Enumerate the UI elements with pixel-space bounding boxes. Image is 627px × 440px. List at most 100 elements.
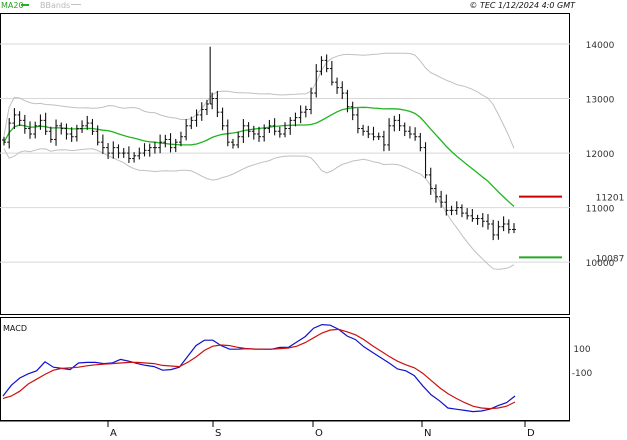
- ma20-line: [3, 106, 515, 207]
- ohlc-bar: [116, 144, 121, 159]
- ohlc-bar: [454, 201, 459, 215]
- copyright-stamp: © TEC 1/12/2024 4:0 GMT: [469, 1, 576, 10]
- ohlc-bar: [38, 114, 43, 130]
- bband-upper: [3, 52, 515, 149]
- ohlc-bar: [121, 148, 126, 158]
- price-panel-frame: [0, 13, 570, 315]
- bband-lower: [3, 148, 515, 270]
- ohlc-bar: [95, 125, 100, 146]
- ohlc-bar: [485, 214, 490, 230]
- ohlc-bar: [407, 126, 412, 139]
- ohlc-bar: [387, 118, 392, 151]
- ohlc-bar: [324, 54, 329, 73]
- ohlc-bar: [335, 77, 340, 94]
- ohlc-bar: [491, 219, 496, 241]
- ohlc-bar: [158, 134, 163, 154]
- ohlc-bar: [54, 119, 59, 146]
- ohlc-bar: [189, 116, 194, 130]
- ohlc-bar: [402, 122, 407, 137]
- ohlc-bar: [12, 108, 17, 130]
- ohlc-bar: [132, 152, 137, 163]
- ohlc-bar: [33, 121, 38, 139]
- ohlc-bar: [303, 105, 308, 118]
- month-tick-label: D: [527, 428, 535, 439]
- ohlc-bar: [236, 131, 241, 149]
- bbands-legend-swatch: [71, 4, 81, 5]
- month-tick-label: N: [424, 428, 431, 439]
- ohlc-bar: [392, 115, 397, 132]
- ohlc-bar: [277, 126, 282, 138]
- resistance-label: 11201: [596, 194, 625, 204]
- ohlc-bar: [376, 132, 381, 140]
- ohlc-bar: [293, 112, 298, 127]
- macd-title: MACD: [3, 324, 27, 333]
- ohlc-bar: [204, 99, 209, 116]
- ohlc-bar: [173, 138, 178, 153]
- ohlc-bar: [506, 219, 511, 234]
- ohlc-bar: [439, 190, 444, 208]
- ohlc-bar: [251, 125, 256, 140]
- macd-series-line: [2, 323, 516, 413]
- ohlc-bar: [350, 101, 355, 121]
- ohlc-bar: [480, 213, 485, 228]
- ohlc-bar: [470, 209, 475, 222]
- ohlc-bar: [433, 184, 438, 203]
- price-tick-label: 11000: [586, 205, 615, 215]
- ohlc-bar: [85, 115, 90, 130]
- ohlc-bar: [257, 126, 261, 142]
- ohlc-bar: [147, 143, 152, 157]
- ohlc-bar: [184, 119, 189, 141]
- ohlc-bar: [137, 147, 142, 160]
- price-tick-label: 12000: [586, 150, 615, 160]
- ohlc-bar: [59, 122, 64, 135]
- ohlc-bars: [2, 46, 516, 241]
- ohlc-bar: [459, 204, 464, 218]
- macd-tick-label: 100: [573, 345, 590, 355]
- ohlc-bar: [366, 125, 371, 139]
- ohlc-bar: [111, 141, 116, 159]
- ohlc-bar: [444, 194, 449, 216]
- ohlc-bar: [423, 142, 428, 179]
- ohlc-bar: [163, 134, 168, 148]
- ohlc-bar: [418, 133, 423, 152]
- ohlc-bar: [100, 134, 105, 154]
- ohlc-bar: [262, 124, 267, 142]
- ohlc-bar: [288, 117, 293, 135]
- ohlc-bar: [413, 127, 418, 141]
- ohlc-bar: [168, 133, 173, 153]
- ohlc-bar: [90, 118, 95, 135]
- ohlc-bar: [355, 108, 360, 134]
- macd-panel-frame: [0, 317, 570, 421]
- macd-lines: [2, 323, 516, 413]
- ohlc-bar: [17, 111, 22, 126]
- price-tick-label: 10000: [586, 259, 615, 269]
- ohlc-bar: [22, 114, 27, 134]
- ohlc-bar: [345, 89, 350, 113]
- macd-tick-label: -100: [572, 369, 593, 379]
- ohlc-bar: [397, 114, 402, 131]
- ohlc-bar: [340, 81, 345, 100]
- ohlc-bar: [64, 123, 69, 140]
- macd-y-axis: 100 -100: [572, 345, 593, 379]
- ohlc-bar: [246, 122, 251, 138]
- ohlc-bar: [69, 127, 74, 142]
- ohlc-bar: [241, 119, 246, 144]
- ohlc-bar: [220, 107, 225, 131]
- ohlc-bar: [381, 130, 386, 152]
- ohlc-bar: [496, 220, 501, 240]
- price-tick-label: 14000: [586, 41, 615, 51]
- ohlc-bar: [106, 143, 111, 160]
- ohlc-bar: [152, 141, 157, 154]
- ohlc-bar: [178, 131, 183, 147]
- price-grid: [0, 43, 570, 263]
- ohlc-bar: [28, 121, 33, 139]
- bollinger-bands: [3, 52, 515, 270]
- ohlc-bar: [194, 109, 199, 127]
- ohlc-bar: [7, 118, 12, 149]
- ohlc-bar: [475, 214, 480, 225]
- ohlc-bar: [283, 122, 288, 138]
- price-levels: 11201 10087: [519, 194, 625, 264]
- ohlc-bar: [74, 124, 79, 142]
- ohlc-bar: [215, 90, 220, 117]
